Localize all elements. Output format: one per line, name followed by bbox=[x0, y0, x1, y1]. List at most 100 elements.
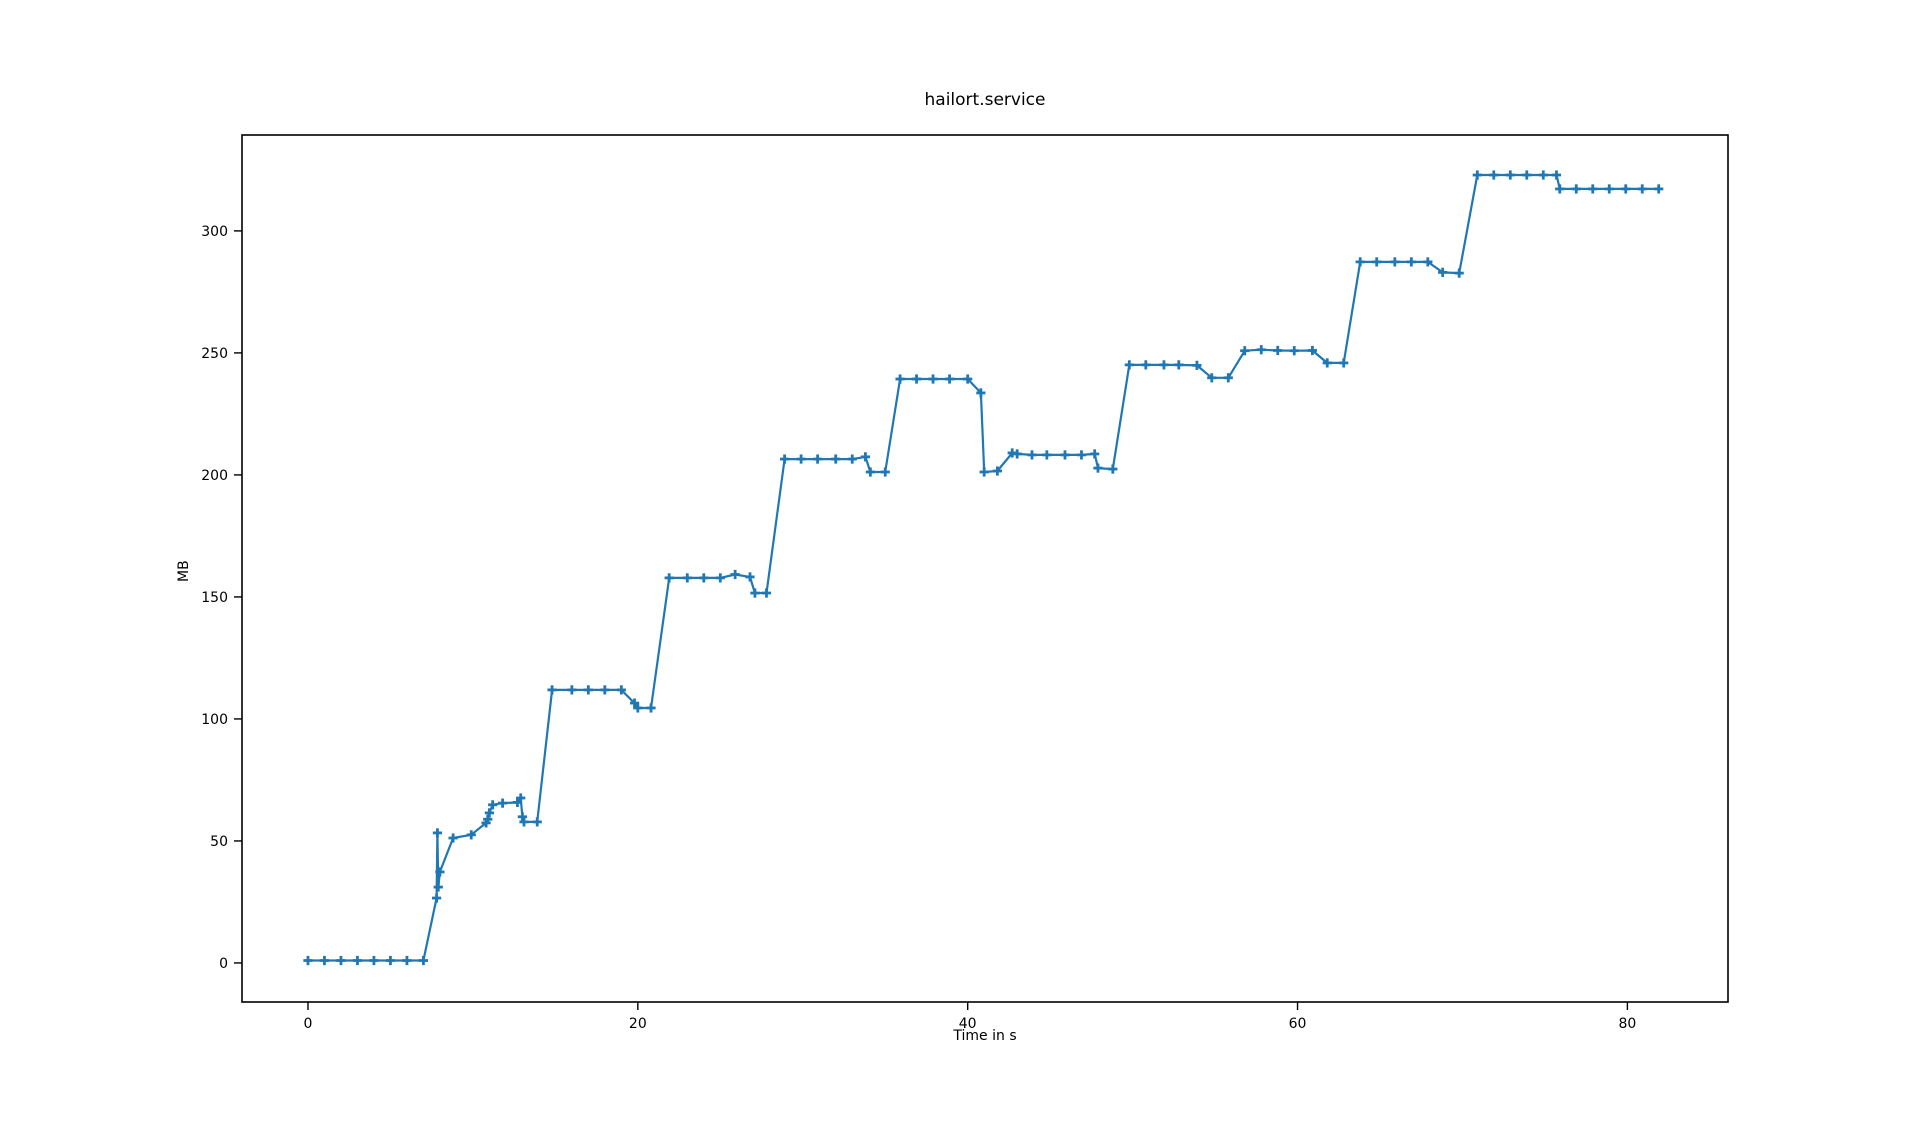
data-point-marker bbox=[992, 466, 1002, 476]
data-point-marker bbox=[448, 833, 458, 843]
memory-usage-line bbox=[306, 173, 1660, 962]
data-point-marker bbox=[1108, 464, 1118, 474]
data-point-marker bbox=[761, 588, 772, 598]
data-point-marker bbox=[1159, 360, 1169, 370]
data-point-marker bbox=[516, 793, 526, 803]
data-point-marker bbox=[488, 800, 498, 810]
data-point-marker bbox=[664, 573, 674, 583]
data-point-marker bbox=[336, 955, 346, 966]
data-point-marker bbox=[1390, 257, 1400, 267]
data-point-marker bbox=[745, 572, 755, 582]
data-point-marker bbox=[1489, 170, 1499, 180]
data-point-marker bbox=[1223, 373, 1233, 383]
data-point-marker bbox=[730, 569, 740, 580]
data-point-marker bbox=[699, 573, 709, 583]
data-point-marker bbox=[369, 955, 379, 966]
data-point-marker bbox=[418, 955, 429, 966]
chart-title: hailort.service bbox=[924, 90, 1046, 110]
data-point-marker bbox=[1472, 170, 1482, 180]
data-point-marker bbox=[519, 817, 529, 827]
data-point-marker bbox=[1289, 346, 1299, 356]
data-point-marker bbox=[1339, 358, 1349, 368]
data-point-marker bbox=[1538, 170, 1548, 180]
data-point-marker bbox=[1621, 184, 1631, 194]
y-tick-label: 150 bbox=[201, 590, 228, 606]
data-point-marker bbox=[1174, 360, 1184, 370]
data-point-marker bbox=[1454, 268, 1464, 278]
x-tick-label: 0 bbox=[304, 1016, 313, 1032]
data-point-marker bbox=[1571, 184, 1581, 194]
data-point-marker bbox=[497, 798, 508, 808]
data-point-marker bbox=[1423, 257, 1433, 267]
data-point-marker bbox=[616, 685, 626, 695]
data-point-marker bbox=[976, 388, 986, 398]
data-point-marker bbox=[319, 955, 330, 966]
data-point-marker bbox=[385, 955, 396, 966]
data-point-marker bbox=[517, 812, 527, 822]
data-point-marker bbox=[532, 817, 542, 827]
data-point-marker bbox=[1438, 267, 1448, 277]
data-point-marker bbox=[432, 828, 443, 838]
data-point-marker bbox=[682, 573, 692, 583]
data-point-marker bbox=[911, 374, 922, 384]
data-point-marker bbox=[547, 685, 557, 695]
data-point-marker bbox=[750, 588, 760, 598]
data-point-marker bbox=[1654, 184, 1664, 194]
plot-frame bbox=[241, 134, 1729, 1003]
data-point-marker bbox=[979, 467, 989, 477]
y-tick-label: 100 bbox=[201, 712, 228, 728]
x-axis-label: Time in s bbox=[953, 1028, 1017, 1044]
data-point-marker bbox=[1027, 450, 1037, 460]
data-point-marker bbox=[352, 955, 363, 966]
x-tick-label: 60 bbox=[1289, 1016, 1307, 1032]
data-point-marker bbox=[715, 573, 725, 583]
data-point-marker bbox=[1207, 373, 1217, 383]
data-point-marker bbox=[1355, 257, 1365, 267]
data-point-marker bbox=[1372, 257, 1382, 267]
data-point-marker bbox=[433, 882, 443, 892]
data-point-marker bbox=[812, 454, 823, 464]
data-point-marker bbox=[1124, 360, 1134, 370]
x-tick-label: 80 bbox=[1618, 1016, 1636, 1032]
data-point-marker bbox=[1322, 358, 1332, 368]
y-axis-label: MB bbox=[176, 560, 192, 582]
data-point-marker bbox=[303, 955, 313, 966]
data-point-marker bbox=[963, 374, 973, 384]
data-point-marker bbox=[895, 374, 905, 384]
y-tick-label: 200 bbox=[201, 468, 228, 484]
data-point-marker bbox=[847, 454, 857, 464]
data-point-marker bbox=[629, 698, 640, 708]
data-point-marker bbox=[583, 685, 593, 695]
y-tick-label: 50 bbox=[210, 834, 228, 850]
data-point-marker bbox=[646, 703, 656, 713]
data-point-marker bbox=[1060, 450, 1070, 460]
data-point-marker bbox=[1141, 360, 1151, 370]
data-point-marker bbox=[600, 685, 610, 695]
data-point-marker bbox=[1273, 345, 1283, 356]
data-point-marker bbox=[944, 374, 955, 384]
x-tick-label: 40 bbox=[959, 1016, 977, 1032]
data-point-marker bbox=[633, 703, 643, 713]
data-point-marker bbox=[796, 454, 806, 464]
data-point-marker bbox=[780, 454, 790, 464]
y-tick-label: 250 bbox=[201, 346, 228, 362]
data-point-marker bbox=[1406, 257, 1416, 267]
axes: 0 20 40 60 80 0 50 100 150 200 250 300 bbox=[201, 134, 1729, 1032]
data-point-marker bbox=[484, 808, 494, 818]
data-point-marker bbox=[1042, 450, 1052, 460]
data-point-marker bbox=[1604, 184, 1614, 194]
data-point-marker bbox=[865, 467, 875, 477]
data-point-marker bbox=[567, 685, 577, 695]
data-point-marker bbox=[483, 814, 493, 824]
data-point-marker bbox=[1076, 450, 1087, 460]
data-point-marker bbox=[1192, 360, 1202, 370]
data-point-marker bbox=[1637, 184, 1647, 194]
data-point-marker bbox=[860, 452, 871, 462]
data-point-marker bbox=[1505, 170, 1515, 180]
y-tick-label: 300 bbox=[201, 224, 228, 240]
data-point-marker bbox=[1012, 449, 1022, 459]
data-point-marker bbox=[1093, 463, 1103, 473]
data-point-marker bbox=[1555, 184, 1565, 194]
